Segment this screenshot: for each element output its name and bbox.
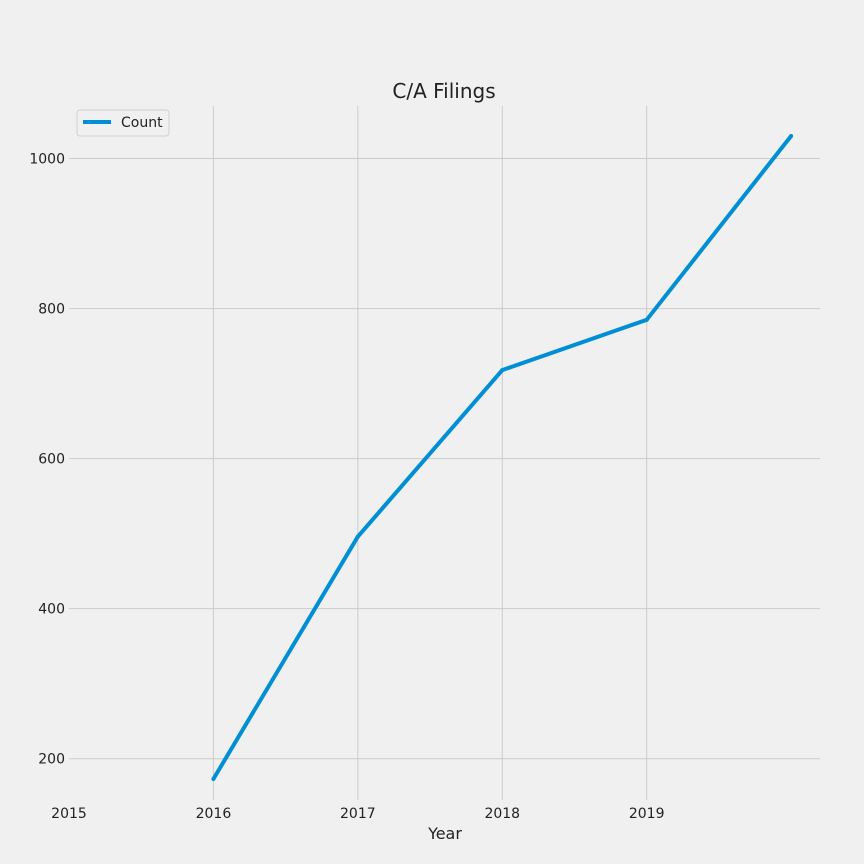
y-tick-label: 1000	[29, 152, 65, 168]
x-tick-label: 2016	[196, 806, 232, 822]
x-tick-label: 2018	[484, 806, 520, 822]
legend-box	[76, 109, 170, 137]
y-gridlines	[69, 158, 820, 760]
x-axis-label: Year	[427, 824, 462, 843]
x-tick-label: 2015	[51, 806, 87, 822]
x-tick-label: 2019	[629, 806, 665, 822]
data-point	[211, 776, 216, 781]
x-tick-label: 2017	[340, 806, 376, 822]
data-point	[500, 368, 505, 373]
y-tick-label: 800	[38, 302, 65, 318]
series-layer	[211, 134, 794, 781]
data-point	[789, 134, 794, 139]
chart-title: C/A Filings	[392, 79, 495, 103]
legend-label-count: Count	[121, 115, 163, 131]
y-tick-label: 600	[38, 452, 65, 468]
legend: Count	[76, 109, 170, 137]
data-point	[644, 317, 649, 322]
x-tick-labels: 2015 2016 2017 2018 2019	[51, 806, 664, 822]
y-tick-label: 200	[38, 752, 65, 768]
y-tick-labels: 200 400 600 800 1000	[29, 152, 65, 768]
x-gridlines	[212, 106, 648, 800]
data-point	[355, 534, 360, 539]
y-tick-label: 400	[38, 602, 65, 618]
